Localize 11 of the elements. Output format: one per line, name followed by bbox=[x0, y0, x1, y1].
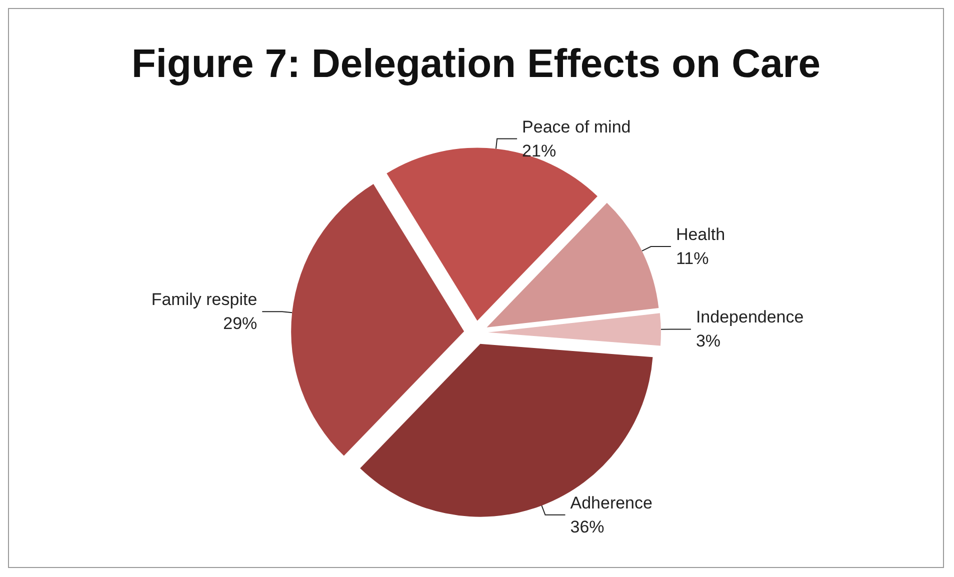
data-label: 29% bbox=[223, 314, 258, 334]
slice-label: Health bbox=[676, 225, 726, 244]
data-label: 21% bbox=[522, 141, 556, 160]
slice-label: Independence bbox=[696, 308, 804, 327]
slice-label: Family respite bbox=[151, 290, 258, 310]
data-label: 36% bbox=[570, 517, 604, 536]
slice-label: Peace of mind bbox=[522, 117, 631, 136]
data-label: 3% bbox=[696, 332, 721, 351]
data-label: 11% bbox=[676, 249, 709, 268]
slice-label: Adherence bbox=[570, 493, 652, 512]
chart-title: Figure 7: Delegation Effects on Care bbox=[131, 42, 821, 86]
